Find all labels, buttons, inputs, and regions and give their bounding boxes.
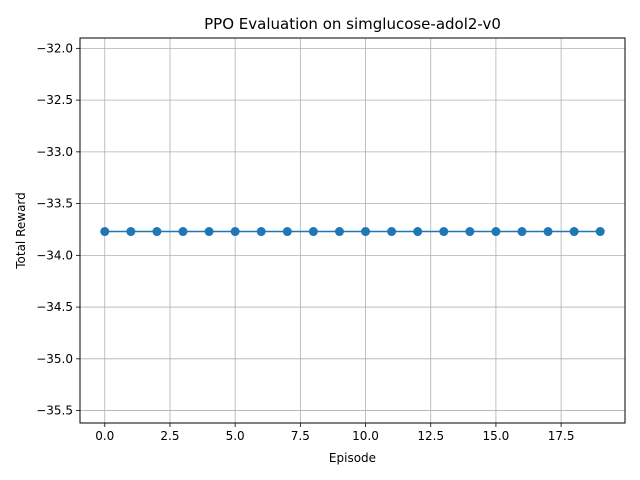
- data-point: [334, 227, 344, 237]
- data-point: [152, 227, 162, 237]
- data-point: [100, 227, 110, 237]
- data-point: [387, 227, 397, 237]
- x-tick-label: 12.5: [417, 429, 444, 443]
- x-tick-label: 15.0: [483, 429, 510, 443]
- y-tick-label: −35.0: [36, 352, 73, 366]
- y-tick-label: −33.0: [36, 145, 73, 159]
- data-point: [413, 227, 423, 237]
- data-point: [595, 227, 605, 237]
- data-point: [361, 227, 371, 237]
- x-tick-label: 5.0: [226, 429, 245, 443]
- y-tick-label: −35.5: [36, 404, 73, 418]
- data-point: [256, 227, 266, 237]
- y-axis-label: Total Reward: [14, 192, 28, 270]
- x-axis-label: Episode: [329, 451, 376, 465]
- data-point: [178, 227, 188, 237]
- series-layer: [100, 227, 605, 237]
- data-point: [126, 227, 136, 237]
- data-point: [491, 227, 501, 237]
- data-point: [230, 227, 240, 237]
- y-tick-label: −33.5: [36, 197, 73, 211]
- y-tick-label: −32.0: [36, 41, 73, 55]
- y-tick-label: −34.5: [36, 300, 73, 314]
- x-tick-label: 7.5: [291, 429, 310, 443]
- data-point: [543, 227, 553, 237]
- y-axis-ticks: −32.0 −32.5 −33.0 −33.5 −34.0 −34.5 −35.0 −35.5: [36, 41, 80, 418]
- data-point: [465, 227, 475, 237]
- data-point: [517, 227, 527, 237]
- grid-lines: [80, 38, 625, 423]
- x-tick-label: 17.5: [548, 429, 575, 443]
- data-point: [439, 227, 449, 237]
- x-tick-label: 2.5: [160, 429, 179, 443]
- y-tick-label: −34.0: [36, 248, 73, 262]
- chart-title: PPO Evaluation on simglucose-adol2-v0: [204, 15, 501, 33]
- x-tick-label: 10.0: [352, 429, 379, 443]
- data-point: [569, 227, 579, 237]
- y-tick-label: −32.5: [36, 93, 73, 107]
- data-point: [308, 227, 318, 237]
- data-point: [204, 227, 214, 237]
- plot-area: [80, 38, 625, 423]
- x-axis-ticks: 0.0 2.5 5.0 7.5 10.0 12.5 15.0 17.5: [95, 423, 574, 443]
- x-tick-label: 0.0: [95, 429, 114, 443]
- plot-frame: [79, 37, 626, 424]
- data-point: [282, 227, 292, 237]
